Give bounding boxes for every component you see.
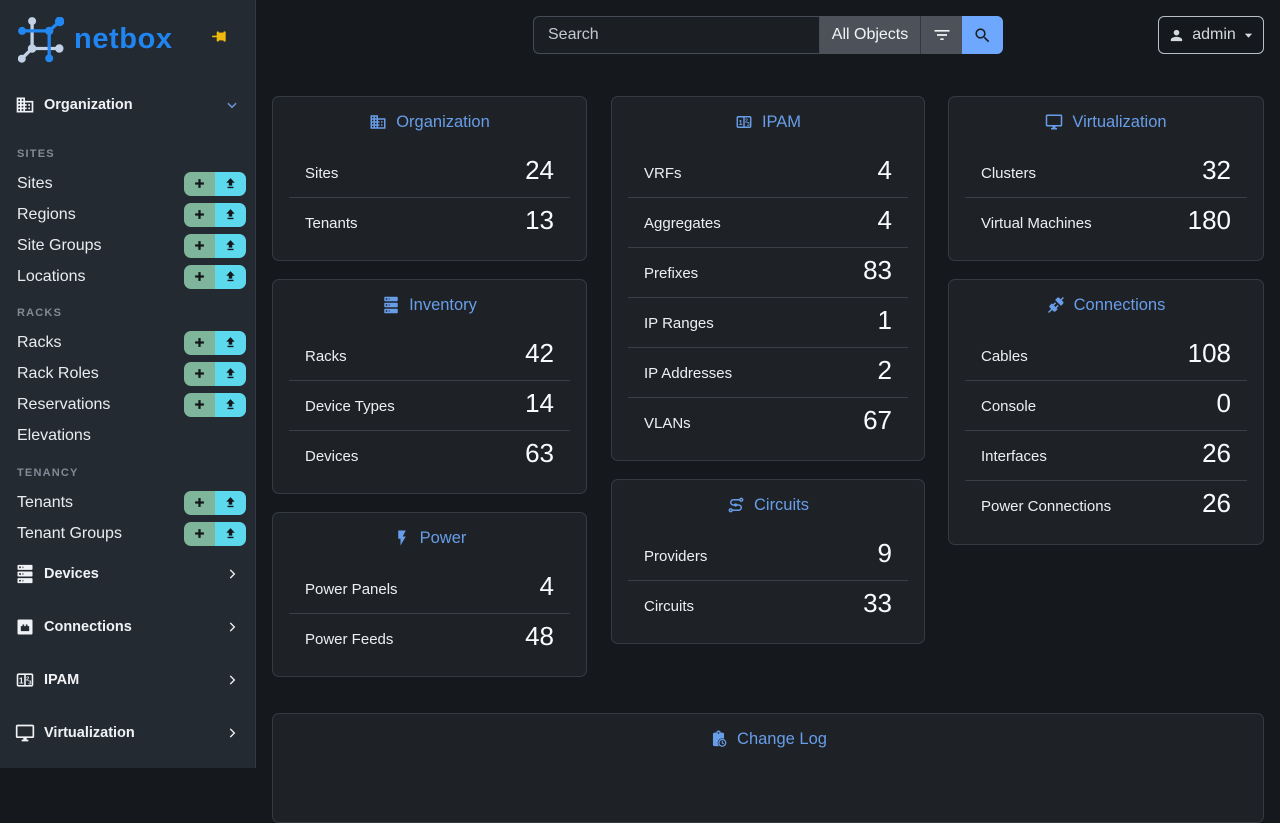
svg-text:2: 2 (26, 676, 30, 682)
svg-text:2: 2 (745, 118, 748, 124)
svg-text:3: 3 (747, 122, 750, 128)
svg-text:1: 1 (19, 676, 24, 686)
svg-text:1: 1 (738, 118, 742, 127)
svg-text:3: 3 (28, 681, 32, 687)
